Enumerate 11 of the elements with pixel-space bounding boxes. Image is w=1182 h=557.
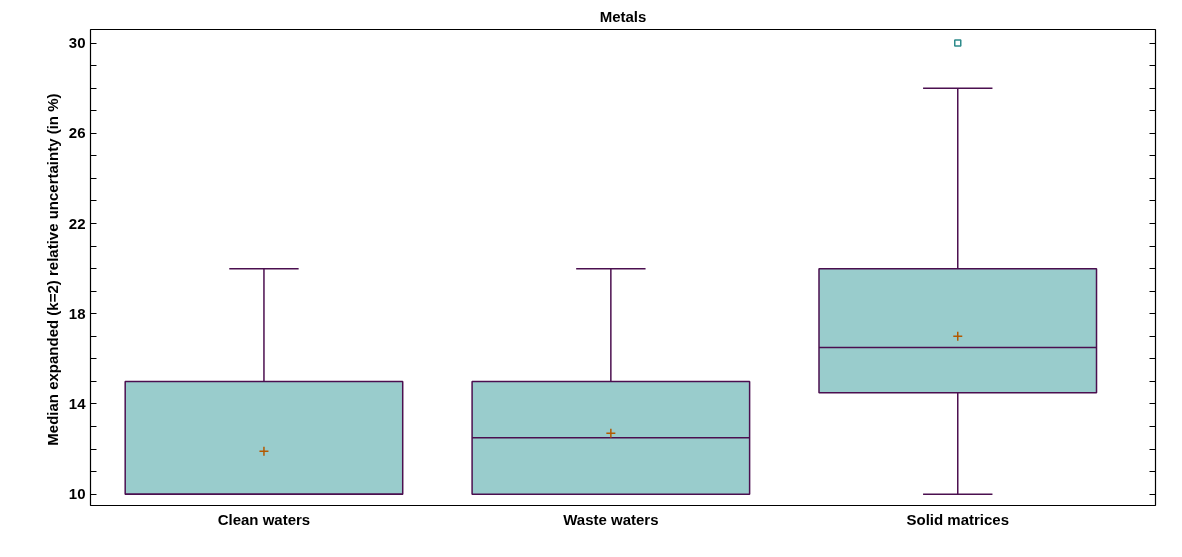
x-tick-label: Clean waters bbox=[217, 510, 311, 528]
y-axis-title: Median expanded (k=2) relative uncertainty (in %) bbox=[43, 93, 61, 446]
y-tick-label: 22 bbox=[68, 214, 86, 232]
y-tick-label: 26 bbox=[68, 124, 86, 142]
y-tick-label: 10 bbox=[68, 485, 86, 503]
chart-title: Metals bbox=[599, 7, 647, 25]
y-tick-label: 18 bbox=[68, 304, 86, 322]
x-tick-label: Waste waters bbox=[563, 510, 659, 528]
x-tick-label: Solid matrices bbox=[906, 510, 1010, 528]
y-tick-label: 14 bbox=[68, 394, 87, 412]
y-tick-label: 30 bbox=[68, 34, 86, 52]
